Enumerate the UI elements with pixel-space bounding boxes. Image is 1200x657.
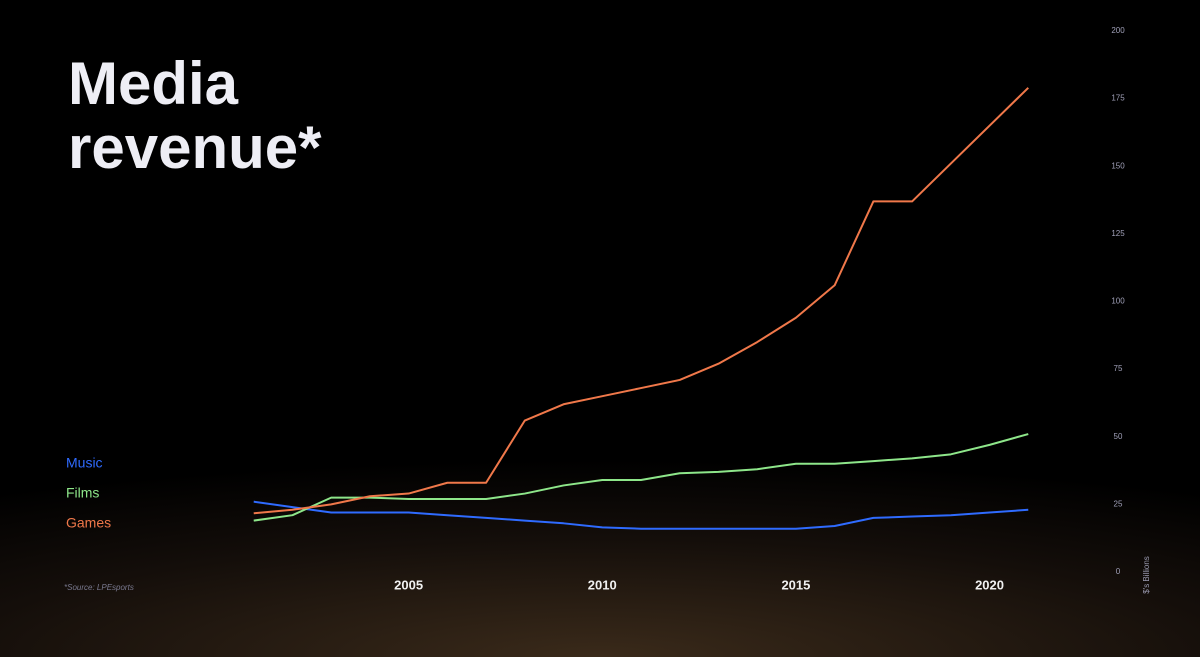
y-tick-label: 150 <box>1111 161 1125 170</box>
x-tick-label: 2020 <box>975 577 1004 592</box>
y-tick-label: 125 <box>1111 229 1125 238</box>
x-tick-label: 2015 <box>781 577 810 592</box>
y-tick-label: 100 <box>1111 297 1125 306</box>
y-tick-label: 25 <box>1114 499 1123 508</box>
legend-label: Games <box>66 515 111 531</box>
series-line <box>253 87 1029 515</box>
y-tick-label: 75 <box>1114 364 1123 373</box>
y-tick-label: 175 <box>1111 94 1125 103</box>
chart-title: Media revenue* <box>68 50 322 181</box>
y-axis-label: $'s Billions <box>1142 556 1151 594</box>
series-line <box>253 433 1029 522</box>
x-tick-label: 2010 <box>588 577 617 592</box>
y-tick-label: 200 <box>1111 26 1125 35</box>
series-line <box>253 500 1029 530</box>
y-tick-label: 50 <box>1114 432 1123 441</box>
x-tick-label: 2005 <box>394 577 423 592</box>
y-tick-label: 0 <box>1116 567 1121 576</box>
source-note: *Source: LPEsports <box>64 583 134 592</box>
legend-label: Films <box>66 485 99 501</box>
legend-label: Music <box>66 455 103 471</box>
